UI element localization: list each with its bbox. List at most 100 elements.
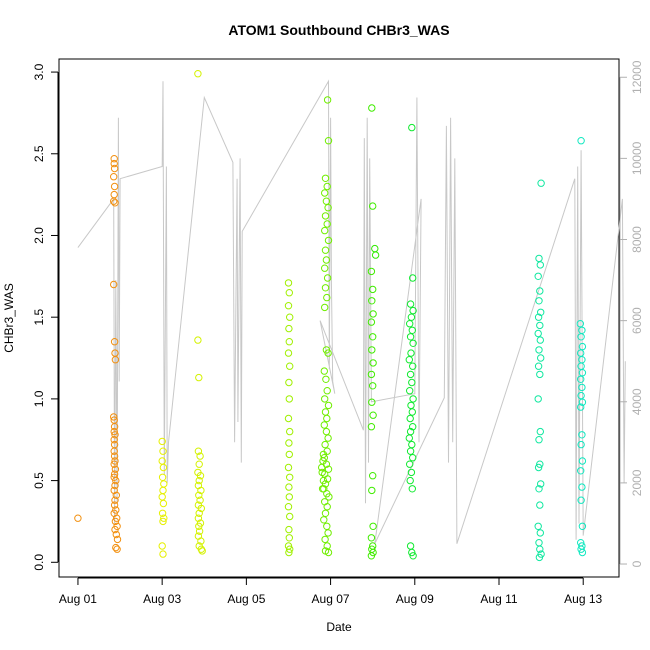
data-point xyxy=(536,336,544,344)
data-point xyxy=(194,336,202,344)
data-point xyxy=(536,321,544,330)
data-point xyxy=(536,370,544,379)
data-point xyxy=(284,302,293,310)
data-point xyxy=(318,485,327,493)
data-point xyxy=(323,220,331,228)
data-point xyxy=(324,529,332,537)
data-point xyxy=(284,349,293,357)
data-point xyxy=(534,272,542,280)
data-point xyxy=(369,359,377,367)
data-point xyxy=(536,460,544,468)
data-point xyxy=(323,96,332,104)
data-point xyxy=(321,535,329,544)
data-point xyxy=(194,70,202,78)
series-7 xyxy=(371,244,380,259)
data-point xyxy=(371,251,380,259)
data-point xyxy=(324,434,332,442)
data-point xyxy=(578,548,587,557)
data-point xyxy=(534,522,542,530)
data-point xyxy=(324,236,333,245)
data-point xyxy=(285,493,293,501)
data-point xyxy=(409,552,417,560)
data-point xyxy=(322,375,330,383)
series-4 xyxy=(284,279,294,557)
data-point xyxy=(367,267,376,276)
data-point xyxy=(535,346,543,354)
data-point xyxy=(534,463,543,472)
data-point xyxy=(286,473,294,481)
data-point xyxy=(197,486,205,495)
data-point xyxy=(195,522,203,530)
data-point xyxy=(409,423,417,431)
data-point xyxy=(368,297,376,305)
data-point xyxy=(110,338,119,346)
data-point xyxy=(286,362,294,370)
data-point xyxy=(368,104,376,112)
data-point xyxy=(406,542,415,550)
data-point xyxy=(195,491,203,499)
data-point xyxy=(110,197,118,205)
data-point xyxy=(577,440,585,449)
data-point xyxy=(577,496,585,504)
data-point xyxy=(159,550,167,558)
data-point xyxy=(369,411,377,419)
series-5 xyxy=(318,96,333,557)
data-point xyxy=(320,454,328,462)
data-point xyxy=(319,476,328,485)
data-point xyxy=(537,480,545,488)
data-point xyxy=(158,493,166,501)
data-point xyxy=(320,421,328,429)
data-point xyxy=(110,447,118,455)
data-point xyxy=(321,395,329,403)
data-point xyxy=(110,182,119,191)
data-point xyxy=(324,137,333,145)
data-point xyxy=(113,535,122,544)
data-point xyxy=(195,509,203,517)
data-point xyxy=(408,408,416,416)
data-point xyxy=(113,514,121,522)
data-point xyxy=(409,395,417,403)
data-point xyxy=(318,468,326,477)
data-point xyxy=(110,190,118,199)
data-point xyxy=(367,423,376,431)
data-point xyxy=(323,387,331,395)
data-point xyxy=(284,279,293,287)
data-point xyxy=(110,501,119,509)
data-point xyxy=(110,280,118,289)
y-axis-label: CHBr3_WAS xyxy=(2,283,16,353)
y2-tick-label: 6000 xyxy=(630,307,644,334)
x-tick-label: Aug 11 xyxy=(480,592,517,606)
data-point xyxy=(369,472,377,480)
data-point xyxy=(195,460,203,468)
secondary-series-line xyxy=(77,79,626,544)
data-point xyxy=(534,313,543,321)
y-tick-label: 1.0 xyxy=(32,390,46,407)
data-point xyxy=(537,179,545,187)
data-point xyxy=(321,174,330,183)
data-point xyxy=(406,460,414,468)
data-point xyxy=(159,463,168,472)
secondary-y-axis: 0 2000 4000 6000 8000 10000 12000 xyxy=(619,60,644,567)
y2-tick-label: 4000 xyxy=(630,388,644,415)
data-point xyxy=(367,534,376,542)
y-tick-label: 2.0 xyxy=(32,227,46,244)
data-point xyxy=(111,517,120,526)
data-point xyxy=(536,529,544,537)
data-point xyxy=(535,297,543,305)
data-point xyxy=(285,395,293,403)
data-point xyxy=(284,463,293,472)
data-point xyxy=(320,367,328,375)
data-point xyxy=(285,483,293,491)
data-point xyxy=(369,333,377,341)
data-point xyxy=(369,522,377,530)
data-point xyxy=(578,457,587,465)
data-point xyxy=(325,493,333,501)
data-point xyxy=(535,485,543,493)
data-point xyxy=(535,539,543,547)
data-point xyxy=(111,457,119,465)
data-point xyxy=(159,517,167,526)
data-point xyxy=(321,284,330,292)
data-point xyxy=(537,308,545,316)
series-1 xyxy=(74,155,122,553)
data-point xyxy=(321,246,330,254)
